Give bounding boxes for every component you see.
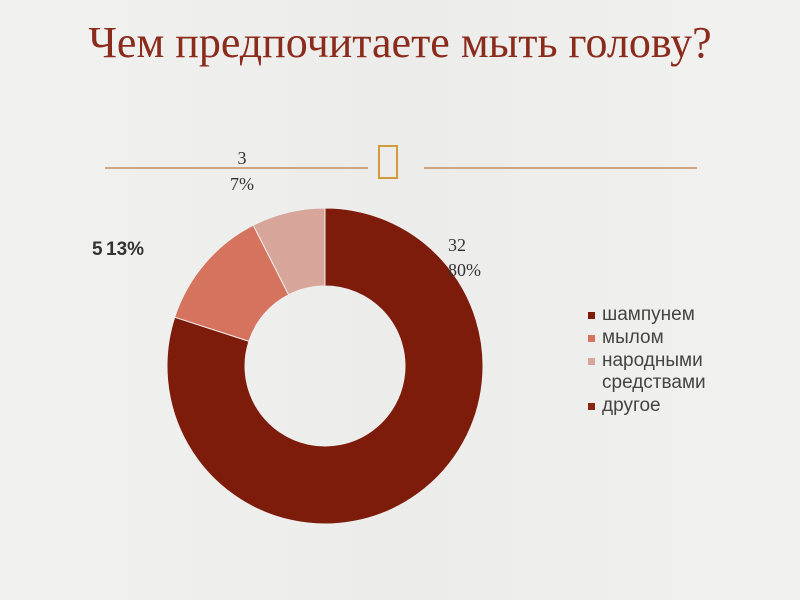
legend-label: другое — [602, 395, 661, 416]
donut-slice — [252, 207, 326, 296]
legend-label: мылом — [602, 327, 664, 348]
chart-title: Чем предпочитаете мыть голову? — [88, 18, 712, 67]
legend-item: народными средствами — [588, 350, 738, 394]
legend: шампунем мылом народными средствами другое — [588, 304, 738, 418]
data-label: 5 — [92, 239, 103, 260]
legend-label: народными средствами — [602, 350, 706, 393]
legend-item: мылом — [588, 327, 738, 349]
data-label-percent: 7% — [230, 174, 254, 194]
legend-item: шампунем — [588, 304, 738, 326]
legend-item: другое — [588, 395, 738, 417]
legend-swatch — [588, 358, 595, 365]
ornament — [378, 145, 398, 179]
legend-label: шампунем — [602, 304, 695, 325]
legend-swatch — [588, 312, 595, 319]
data-label-percent: 80% — [448, 260, 481, 280]
legend-swatch — [588, 335, 595, 342]
legend-swatch — [588, 403, 595, 410]
donut-slice — [166, 207, 484, 525]
data-label-percent: 13% — [106, 239, 144, 260]
data-label: 32 — [448, 235, 466, 255]
data-label: 3 — [238, 148, 247, 168]
